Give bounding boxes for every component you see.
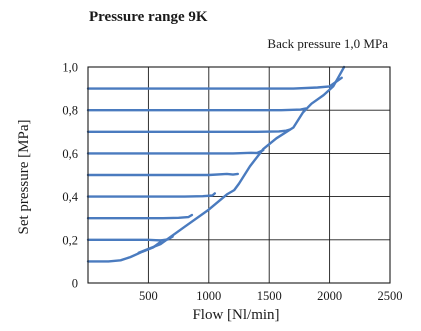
series-line-8 — [86, 76, 343, 90]
y-axis-label: Set pressure [MPa] — [16, 120, 32, 235]
y-tick-label: 0,6 — [62, 147, 78, 161]
series-line-2 — [86, 213, 194, 220]
y-tick-label: 1,0 — [62, 61, 78, 75]
x-tick-label: 500 — [139, 289, 158, 303]
data-series — [86, 65, 346, 263]
x-axis-label: Flow [Nl/min] — [192, 307, 279, 323]
series-line-9 — [137, 65, 346, 255]
series-line-3 — [86, 192, 217, 198]
plot-frame — [87, 66, 391, 284]
series-line-1 — [86, 235, 174, 242]
y-tick-label: 0 — [72, 277, 78, 291]
x-tick-label: 1000 — [196, 289, 221, 303]
y-tick-label: 0,2 — [62, 233, 78, 247]
y-tick-label: 0,4 — [62, 190, 78, 204]
x-tick-label: 1500 — [257, 289, 282, 303]
chart-title: Pressure range 9K — [89, 9, 208, 25]
chart-subtitle: Back pressure 1,0 MPa — [267, 36, 388, 51]
x-tick-label: 2500 — [378, 289, 403, 303]
series-line-4 — [86, 172, 240, 177]
series-line-7 — [86, 107, 307, 112]
y-tick-label: 0,8 — [62, 104, 78, 118]
x-tick-labels: 500 1000 1500 2000 2500 — [139, 289, 402, 303]
series-line-6 — [86, 128, 291, 134]
y-tick-labels: 0 0,2 0,4 0,6 0,8 1,0 — [62, 61, 78, 291]
series-line-0 — [86, 240, 162, 263]
series-line-5 — [86, 148, 265, 155]
x-tick-label: 2000 — [317, 289, 342, 303]
